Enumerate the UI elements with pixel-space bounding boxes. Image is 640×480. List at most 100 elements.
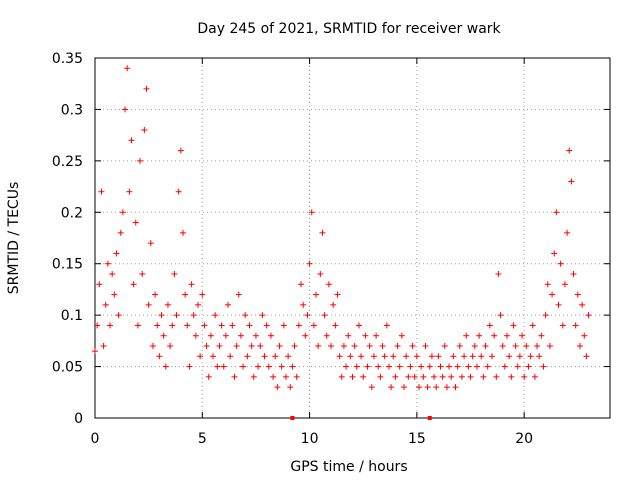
data-point xyxy=(540,363,547,370)
data-point xyxy=(267,332,274,339)
data-point xyxy=(510,322,517,329)
data-point xyxy=(139,271,146,277)
data-point xyxy=(334,291,341,298)
data-point xyxy=(235,291,242,298)
data-point xyxy=(280,322,287,329)
data-point xyxy=(454,363,461,370)
data-point xyxy=(368,384,375,391)
data-point xyxy=(358,353,365,360)
data-point xyxy=(336,353,343,360)
data-point xyxy=(164,301,171,308)
data-point xyxy=(152,291,159,298)
data-point xyxy=(304,312,311,319)
data-point xyxy=(220,363,227,370)
data-point xyxy=(418,363,425,370)
data-point xyxy=(529,322,536,329)
data-point xyxy=(349,373,356,380)
data-point xyxy=(375,363,382,370)
data-point xyxy=(225,301,232,308)
data-point xyxy=(100,343,107,349)
data-point xyxy=(98,188,105,195)
data-point xyxy=(574,291,581,298)
data-point xyxy=(546,343,553,349)
data-point xyxy=(141,127,148,133)
y-tick-label: 0 xyxy=(74,411,83,427)
x-axis-label: GPS time / hours xyxy=(290,459,407,475)
data-point xyxy=(315,343,322,349)
data-point xyxy=(137,157,144,164)
data-point xyxy=(158,312,165,319)
data-point xyxy=(265,363,272,370)
data-point xyxy=(276,343,283,349)
data-point xyxy=(186,363,193,370)
data-point xyxy=(448,373,455,380)
data-point xyxy=(246,322,253,329)
y-tick-label: 0.25 xyxy=(52,154,83,170)
data-point xyxy=(210,353,217,360)
data-point xyxy=(308,209,315,216)
data-point xyxy=(394,343,401,349)
chart-title: Day 245 of 2021, SRMTID for receiver war… xyxy=(197,21,501,37)
data-point xyxy=(585,312,592,319)
data-point xyxy=(506,353,513,360)
data-point xyxy=(274,384,281,391)
data-point xyxy=(107,322,114,329)
data-point xyxy=(229,322,236,329)
data-point xyxy=(373,332,380,339)
gap-marker xyxy=(427,416,432,420)
data-point xyxy=(302,332,309,339)
data-point xyxy=(255,363,262,370)
data-point xyxy=(113,250,120,257)
data-point xyxy=(531,373,538,380)
data-point xyxy=(527,353,534,360)
data-point xyxy=(422,343,429,349)
data-point xyxy=(145,301,152,308)
data-point xyxy=(555,301,562,308)
plot-frame xyxy=(94,57,611,419)
data-point xyxy=(433,384,440,391)
data-point xyxy=(435,353,442,360)
data-point xyxy=(491,332,498,339)
data-point xyxy=(439,373,446,380)
data-point xyxy=(216,343,223,349)
data-point xyxy=(420,373,427,380)
data-point xyxy=(486,322,493,329)
data-point xyxy=(446,363,453,370)
data-point xyxy=(450,353,457,360)
data-point xyxy=(538,332,545,339)
data-point xyxy=(126,188,133,195)
data-point xyxy=(231,373,238,380)
data-point xyxy=(347,353,354,360)
data-point xyxy=(94,322,101,329)
data-point xyxy=(104,260,111,267)
data-point xyxy=(323,332,330,339)
data-point xyxy=(553,209,560,216)
data-point xyxy=(132,219,139,226)
data-point xyxy=(310,322,317,329)
data-point xyxy=(570,271,577,277)
data-point xyxy=(564,229,571,236)
data-point xyxy=(240,363,247,370)
data-point xyxy=(536,353,543,360)
data-point xyxy=(203,343,210,349)
data-point xyxy=(270,373,277,380)
data-point xyxy=(298,281,304,288)
x-tick-label: 20 xyxy=(515,431,533,447)
data-point xyxy=(169,322,176,329)
y-tick-label: 0.2 xyxy=(61,205,83,221)
data-point xyxy=(160,332,167,339)
data-point xyxy=(476,332,483,339)
data-point xyxy=(250,373,257,380)
data-point xyxy=(426,363,433,370)
data-point xyxy=(340,343,347,349)
data-point xyxy=(583,353,590,360)
data-point xyxy=(458,373,465,380)
data-point xyxy=(370,353,377,360)
y-tick-label: 0.3 xyxy=(61,102,83,118)
y-tick-label: 0.15 xyxy=(52,257,83,273)
data-point xyxy=(179,229,186,236)
data-point xyxy=(572,322,579,329)
data-point xyxy=(360,373,367,380)
data-point xyxy=(568,178,575,185)
data-point xyxy=(328,343,335,349)
